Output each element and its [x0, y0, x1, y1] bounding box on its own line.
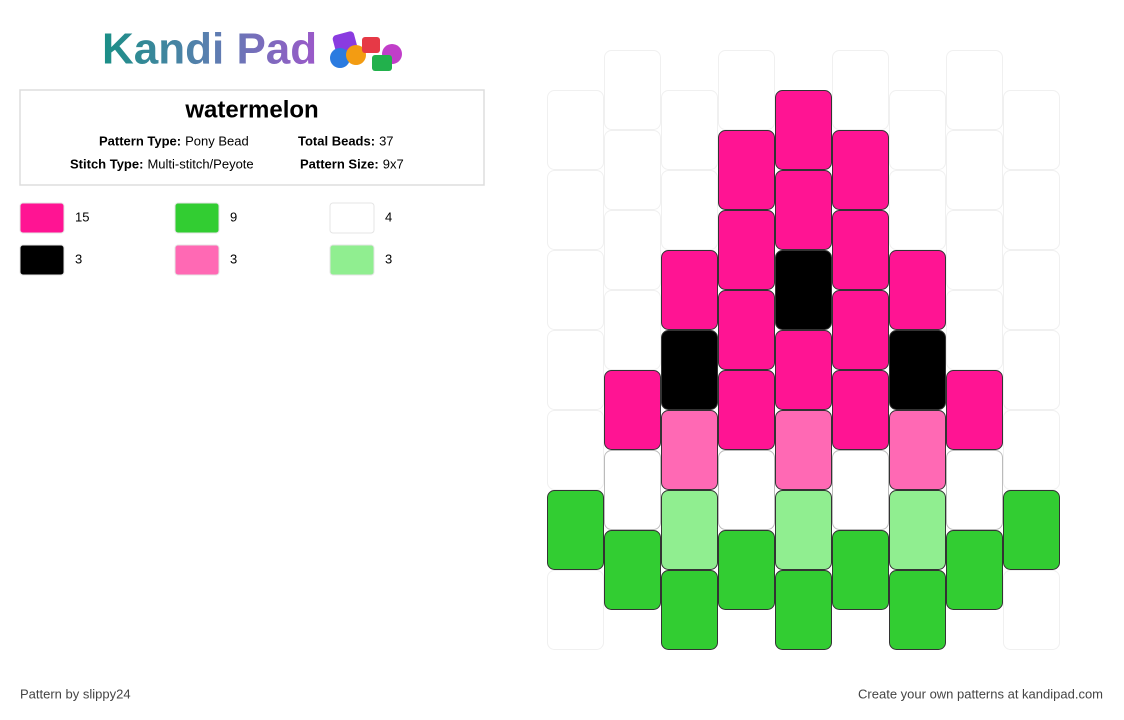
legend-count: 3	[230, 251, 237, 266]
bead	[604, 450, 661, 530]
bead	[889, 330, 946, 410]
legend-count: 3	[75, 251, 82, 266]
bead	[775, 250, 832, 330]
bead	[889, 410, 946, 490]
bead	[604, 370, 661, 450]
bead	[661, 410, 718, 490]
legend-swatch	[19, 244, 65, 276]
legend-swatch	[329, 244, 375, 276]
empty-cell	[946, 290, 1003, 370]
empty-cell	[547, 570, 604, 650]
bead	[832, 210, 889, 290]
empty-cell	[946, 130, 1003, 210]
bead	[889, 250, 946, 330]
bead	[832, 450, 889, 530]
empty-cell	[661, 170, 718, 250]
empty-cell	[604, 130, 661, 210]
field-label: Pattern Type:	[99, 133, 181, 148]
field-label: Stitch Type:	[70, 156, 143, 171]
legend-swatch	[329, 202, 375, 234]
empty-cell	[1003, 410, 1060, 490]
field-label: Pattern Size:	[300, 156, 379, 171]
bead	[832, 130, 889, 210]
empty-cell	[946, 210, 1003, 290]
empty-cell	[547, 90, 604, 170]
empty-cell	[547, 250, 604, 330]
empty-cell	[547, 330, 604, 410]
footer-credit: Pattern by slippy24	[20, 686, 131, 701]
bead	[889, 570, 946, 650]
bead	[718, 450, 775, 530]
field-value: Multi-stitch/Peyote	[147, 156, 253, 171]
legend: 15 9 4 3 3 3	[19, 202, 392, 276]
empty-cell	[1003, 90, 1060, 170]
empty-cell	[1003, 250, 1060, 330]
legend-swatch	[174, 244, 220, 276]
info-box	[19, 89, 485, 186]
bead	[718, 130, 775, 210]
field-value: 37	[379, 133, 393, 148]
legend-swatch	[174, 202, 220, 234]
empty-cell	[1003, 170, 1060, 250]
empty-cell	[604, 210, 661, 290]
empty-cell	[661, 90, 718, 170]
legend-count: 4	[385, 209, 392, 224]
empty-cell	[946, 50, 1003, 130]
bead	[718, 210, 775, 290]
bead	[832, 290, 889, 370]
logo[interactable]: Kandi Pad	[102, 25, 317, 74]
footer-link[interactable]: Create your own patterns at kandipad.com	[858, 686, 1103, 701]
bead	[775, 170, 832, 250]
logo-icon	[330, 31, 402, 71]
empty-cell	[547, 410, 604, 490]
empty-cell	[718, 50, 775, 130]
empty-cell	[832, 50, 889, 130]
bead	[718, 290, 775, 370]
bead	[832, 530, 889, 610]
bead	[661, 490, 718, 570]
bead	[946, 450, 1003, 530]
bead	[775, 490, 832, 570]
empty-cell	[1003, 330, 1060, 410]
empty-cell	[547, 170, 604, 250]
legend-count: 3	[385, 251, 392, 266]
bead	[775, 90, 832, 170]
bead	[718, 370, 775, 450]
bead	[775, 410, 832, 490]
field-value: 9x7	[383, 156, 404, 171]
bead	[946, 530, 1003, 610]
bead	[661, 570, 718, 650]
bead	[604, 530, 661, 610]
info-fields: Pattern Type: Pony Bead Total Beads: 37 Stit…	[70, 133, 404, 171]
field-value: Pony Bead	[185, 133, 249, 148]
legend-swatch	[19, 202, 65, 234]
empty-cell	[604, 50, 661, 130]
empty-cell	[1003, 570, 1060, 650]
bead	[775, 570, 832, 650]
empty-cell	[889, 90, 946, 170]
bead	[661, 330, 718, 410]
field-label: Total Beads:	[298, 133, 375, 148]
bead	[832, 370, 889, 450]
bead	[1003, 490, 1060, 570]
bead	[718, 530, 775, 610]
bead	[775, 330, 832, 410]
legend-count: 15	[75, 209, 89, 224]
bead	[889, 490, 946, 570]
legend-count: 9	[230, 209, 237, 224]
bead-grid	[547, 50, 1060, 650]
bead	[547, 490, 604, 570]
empty-cell	[889, 170, 946, 250]
bead	[661, 250, 718, 330]
bead	[946, 370, 1003, 450]
empty-cell	[604, 290, 661, 370]
pattern-title: watermelon	[184, 96, 318, 123]
